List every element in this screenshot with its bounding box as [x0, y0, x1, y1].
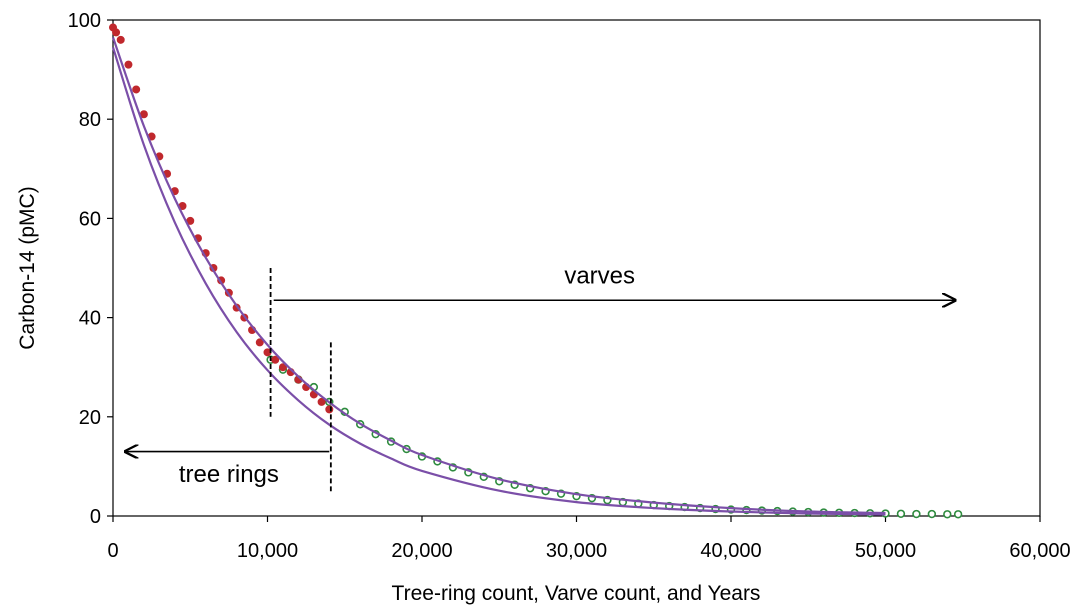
upper-decay-curve — [111, 37, 886, 515]
varve-data-point — [927, 509, 937, 519]
varve-data-point — [943, 510, 952, 519]
tree-ring-data-point — [132, 85, 141, 94]
x-tick-label: 0 — [107, 540, 118, 562]
y-tick-label: 100 — [68, 10, 101, 32]
varves-label: varves — [564, 262, 635, 289]
tree-ring-data-point — [116, 35, 125, 44]
tree-ring-data-point — [255, 338, 264, 347]
y-tick-label: 60 — [79, 208, 101, 230]
tree-ring-data-point — [271, 355, 280, 364]
plot-area: 0 10,000 20,000 30,000 40,000 50,000 60,000 0 20… — [68, 10, 1071, 562]
varve-data-point — [896, 509, 906, 518]
tree-ring-data-point — [112, 28, 121, 37]
tree-rings-label: tree rings — [179, 461, 279, 488]
varve-data-point — [953, 510, 963, 519]
lower-decay-curve — [111, 46, 886, 516]
x-tick-label: 20,000 — [391, 540, 452, 562]
x-tick-label: 40,000 — [700, 540, 761, 562]
y-tick-label: 0 — [90, 506, 101, 528]
y-tick-label: 80 — [79, 109, 101, 131]
y-axis-title: Carbon-14 (pMC) — [16, 186, 39, 349]
varve-data-point — [912, 509, 921, 519]
tree-ring-data-point — [325, 405, 334, 414]
x-tick-label: 50,000 — [855, 540, 916, 562]
tree-ring-data-point — [124, 60, 133, 69]
tree-ring-data-point — [278, 363, 287, 372]
y-tick-label: 40 — [79, 308, 101, 330]
x-tick-label: 60,000 — [1009, 540, 1070, 562]
x-axis-title: Tree-ring count, Varve count, and Years — [392, 582, 761, 605]
x-tick-label: 30,000 — [546, 540, 607, 562]
y-tick-label: 20 — [79, 407, 101, 429]
tree-ring-data-point — [317, 397, 326, 406]
x-tick-label: 10,000 — [237, 540, 298, 562]
